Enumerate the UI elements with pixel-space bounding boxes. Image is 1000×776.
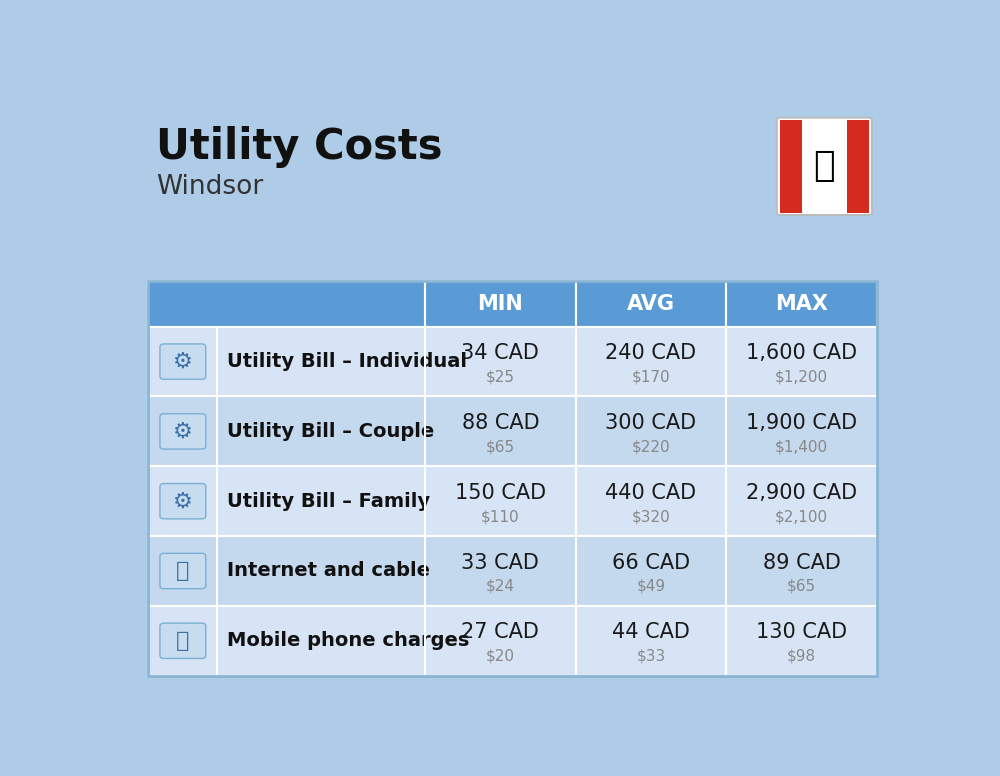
- Text: $220: $220: [632, 439, 670, 454]
- Bar: [148, 536, 877, 606]
- Text: $49: $49: [636, 579, 665, 594]
- Text: 150 CAD: 150 CAD: [455, 483, 546, 503]
- Text: $20: $20: [486, 649, 515, 663]
- Text: Utility Bill – Individual: Utility Bill – Individual: [227, 352, 467, 371]
- Bar: [847, 120, 869, 213]
- Text: $1,200: $1,200: [775, 369, 828, 384]
- Text: Mobile phone charges: Mobile phone charges: [227, 632, 469, 650]
- Bar: [425, 282, 576, 327]
- FancyBboxPatch shape: [160, 623, 206, 659]
- Bar: [148, 606, 877, 676]
- Text: $98: $98: [787, 649, 816, 663]
- Text: Internet and cable: Internet and cable: [227, 562, 430, 580]
- Text: ⚙: ⚙: [173, 352, 193, 372]
- Text: 89 CAD: 89 CAD: [763, 553, 840, 573]
- Text: 34 CAD: 34 CAD: [461, 343, 539, 363]
- Bar: [148, 466, 877, 536]
- Text: 27 CAD: 27 CAD: [461, 622, 539, 643]
- Bar: [148, 282, 425, 327]
- Text: 440 CAD: 440 CAD: [605, 483, 696, 503]
- Text: 33 CAD: 33 CAD: [461, 553, 539, 573]
- Text: 🍁: 🍁: [814, 149, 835, 183]
- Text: 📱: 📱: [176, 631, 190, 651]
- Text: ⚙: ⚙: [173, 421, 193, 442]
- Text: $1,400: $1,400: [775, 439, 828, 454]
- Text: MIN: MIN: [477, 294, 523, 314]
- Text: MAX: MAX: [775, 294, 828, 314]
- Text: $170: $170: [632, 369, 670, 384]
- Bar: [576, 282, 726, 327]
- Text: 1,900 CAD: 1,900 CAD: [746, 413, 857, 433]
- Text: $320: $320: [632, 509, 670, 524]
- Text: Utility Bill – Couple: Utility Bill – Couple: [227, 422, 434, 441]
- Text: Utility Costs: Utility Costs: [156, 126, 442, 168]
- Text: $65: $65: [787, 579, 816, 594]
- FancyBboxPatch shape: [160, 344, 206, 379]
- Text: AVG: AVG: [627, 294, 675, 314]
- Text: $65: $65: [486, 439, 515, 454]
- Bar: [148, 327, 877, 397]
- FancyBboxPatch shape: [777, 118, 872, 215]
- Text: 130 CAD: 130 CAD: [756, 622, 847, 643]
- Text: 88 CAD: 88 CAD: [462, 413, 539, 433]
- Bar: [148, 397, 877, 466]
- Bar: [148, 282, 877, 676]
- Text: 240 CAD: 240 CAD: [605, 343, 696, 363]
- Text: Windsor: Windsor: [156, 174, 263, 199]
- FancyBboxPatch shape: [160, 483, 206, 519]
- Text: ⚙: ⚙: [173, 491, 193, 511]
- Text: $25: $25: [486, 369, 515, 384]
- FancyBboxPatch shape: [160, 553, 206, 589]
- Text: $24: $24: [486, 579, 515, 594]
- Text: 2,900 CAD: 2,900 CAD: [746, 483, 857, 503]
- Text: $110: $110: [481, 509, 520, 524]
- Text: 📶: 📶: [176, 561, 190, 581]
- Text: 44 CAD: 44 CAD: [612, 622, 690, 643]
- FancyBboxPatch shape: [160, 414, 206, 449]
- Text: Utility Bill – Family: Utility Bill – Family: [227, 492, 430, 511]
- Text: $2,100: $2,100: [775, 509, 828, 524]
- Text: 300 CAD: 300 CAD: [605, 413, 696, 433]
- Text: 66 CAD: 66 CAD: [612, 553, 690, 573]
- Text: 1,600 CAD: 1,600 CAD: [746, 343, 857, 363]
- Bar: [780, 120, 802, 213]
- Text: $33: $33: [636, 649, 666, 663]
- Bar: [726, 282, 877, 327]
